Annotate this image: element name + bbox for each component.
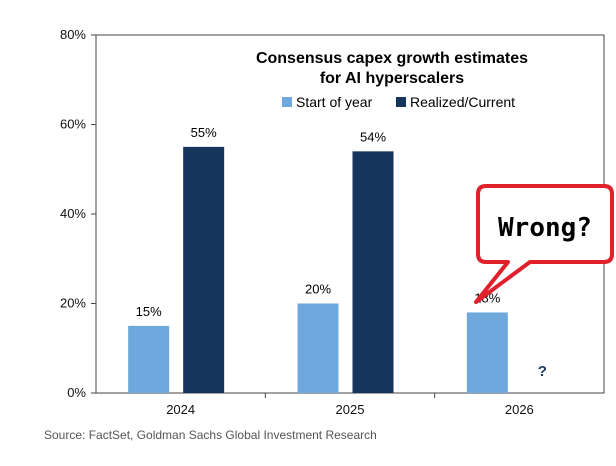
- y-axis: 0% 20% 40% 60% 80%: [60, 27, 96, 400]
- data-label: 55%: [191, 125, 217, 140]
- chart-title-line-1: Consensus capex growth estimates: [256, 50, 528, 67]
- callout: Wrong?: [474, 184, 614, 304]
- y-tick-label: 60%: [60, 117, 86, 132]
- bar-start-of-year-2026: [466, 312, 508, 393]
- legend-label-start-of-year: Start of year: [296, 94, 373, 110]
- legend: Start of year Realized/Current: [282, 94, 515, 110]
- x-tick-label: 2024: [166, 402, 195, 417]
- bar-realized-current-2025: [352, 151, 394, 393]
- callout-bubble: [474, 184, 614, 304]
- data-label: 54%: [360, 129, 386, 144]
- x-tick-label: 2025: [336, 402, 365, 417]
- y-tick-label: 40%: [60, 206, 86, 221]
- y-tick-label: 0%: [67, 385, 86, 400]
- legend-label-realized-current: Realized/Current: [410, 94, 515, 110]
- chart: 0% 20% 40% 60% 80% 2024 2025 2026 15% 55% 20% 54%…: [60, 27, 614, 417]
- data-label: 15%: [136, 304, 162, 319]
- x-tick-label: 2026: [505, 402, 534, 417]
- data-label-unknown: ?: [538, 363, 547, 380]
- y-tick-label: 80%: [60, 27, 86, 42]
- bar-realized-current-2024: [183, 146, 225, 393]
- bar-start-of-year-2025: [297, 303, 339, 393]
- bars: [128, 146, 508, 393]
- source-note: Source: FactSet, Goldman Sachs Global In…: [44, 428, 377, 442]
- legend-swatch-start-of-year: [282, 97, 292, 107]
- y-tick-label: 20%: [60, 296, 86, 311]
- callout-text: Wrong?: [498, 213, 592, 243]
- chart-title-line-2: for AI hyperscalers: [320, 70, 464, 87]
- legend-swatch-realized-current: [396, 97, 406, 107]
- bar-start-of-year-2024: [128, 325, 170, 393]
- data-label: 20%: [305, 282, 331, 297]
- x-axis: 2024 2025 2026: [166, 393, 534, 417]
